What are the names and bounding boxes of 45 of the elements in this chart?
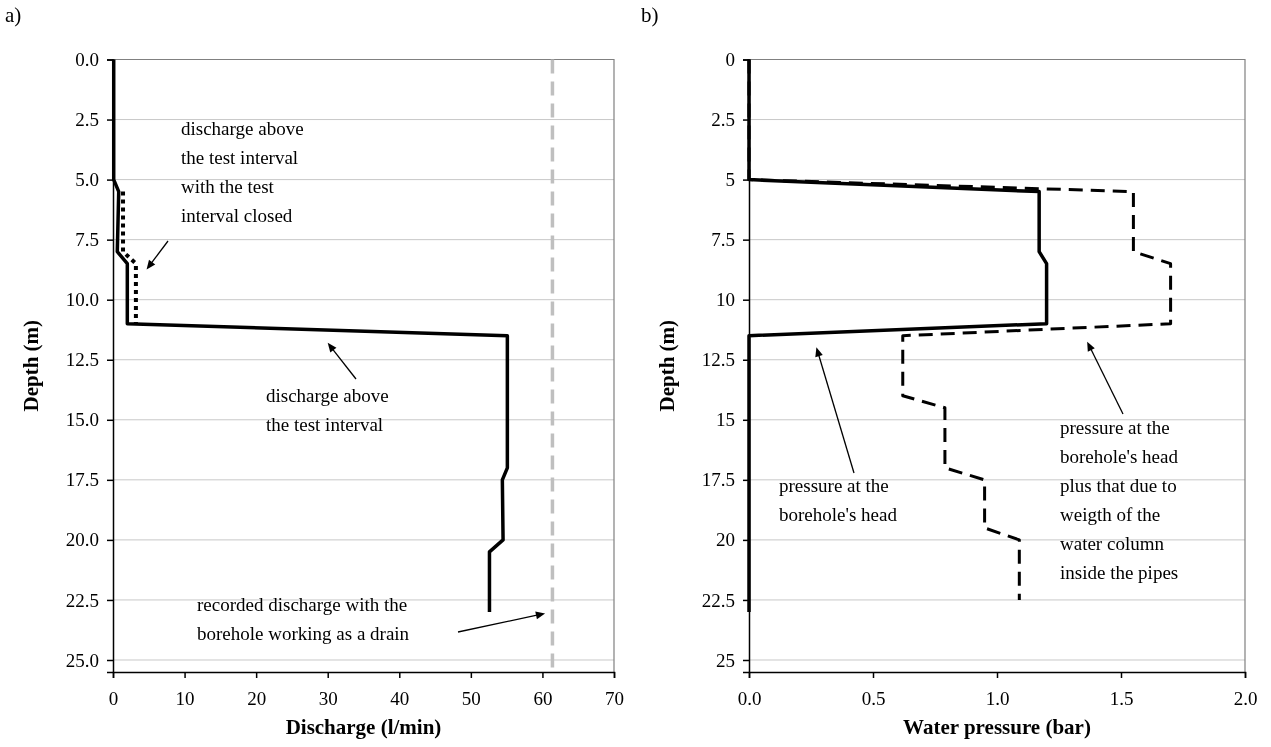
x-tick-label: 70 bbox=[605, 688, 624, 710]
y-tick-label: 15.0 bbox=[65, 409, 99, 431]
x-tick-label: 0.5 bbox=[861, 688, 886, 710]
y-tick-label: 12.5 bbox=[701, 349, 735, 371]
x-tick-label: 40 bbox=[390, 688, 410, 710]
x-tick-label: 20 bbox=[247, 688, 267, 710]
x-axis-title: Water pressure (bar) bbox=[903, 715, 1091, 739]
y-tick-label: 20.0 bbox=[65, 529, 99, 551]
y-tick-label: 7.5 bbox=[711, 229, 735, 251]
x-tick-label: 1.0 bbox=[985, 688, 1010, 710]
y-tick-label: 22.5 bbox=[65, 589, 99, 611]
x-tick-label: 30 bbox=[318, 688, 338, 710]
y-axis-title: Depth (m) bbox=[19, 319, 43, 412]
y-tick-label: 10.0 bbox=[65, 289, 99, 311]
y-tick-label: 25.0 bbox=[65, 649, 99, 671]
y-tick-label: 5 bbox=[725, 169, 735, 191]
y-tick-label: 2.5 bbox=[711, 109, 735, 131]
y-tick-label: 22.5 bbox=[701, 589, 735, 611]
y-tick-label: 25 bbox=[716, 649, 735, 671]
y-tick-label: 20 bbox=[716, 529, 735, 551]
annotation: recorded discharge with the borehole working as a drain bbox=[197, 594, 410, 644]
x-tick-label: 2.0 bbox=[1233, 688, 1258, 710]
annotation: pressure at the borehole's head bbox=[779, 475, 898, 525]
annotation: discharge above the test interval bbox=[266, 385, 389, 435]
y-tick-label: 15 bbox=[716, 409, 735, 431]
x-tick-label: 0 bbox=[108, 688, 119, 710]
x-tick-label: 1.5 bbox=[1109, 688, 1134, 710]
x-tick-label: 10 bbox=[175, 688, 195, 710]
y-tick-label: 5.0 bbox=[75, 169, 99, 191]
chart-title: b) bbox=[641, 3, 659, 27]
y-tick-label: 0 bbox=[725, 49, 735, 71]
y-tick-label: 10 bbox=[716, 289, 735, 311]
y-tick-label: 2.5 bbox=[75, 109, 99, 131]
chart-title: a) bbox=[5, 3, 22, 27]
x-tick-label: 50 bbox=[461, 688, 481, 710]
y-tick-label: 12.5 bbox=[65, 349, 99, 371]
y-axis-title: Depth (m) bbox=[655, 319, 679, 412]
annotation: discharge above the test interval with the test interval closed bbox=[181, 118, 304, 226]
y-tick-label: 7.5 bbox=[75, 229, 99, 251]
y-tick-label: 17.5 bbox=[65, 469, 99, 491]
x-tick-label: 60 bbox=[533, 688, 553, 710]
x-axis-title: Discharge (l/min) bbox=[285, 715, 442, 739]
y-tick-label: 0.0 bbox=[75, 49, 99, 71]
annotation: pressure at the borehole's head plus that due to weigth of the water column inside the pipes bbox=[1060, 417, 1179, 583]
y-tick-label: 17.5 bbox=[701, 469, 735, 491]
